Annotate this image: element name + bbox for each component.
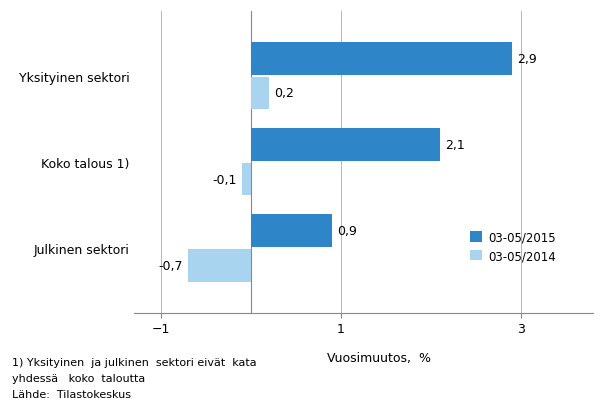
Text: yhdessä   koko  taloutta: yhdessä koko taloutta	[12, 373, 145, 383]
Text: -0,1: -0,1	[213, 173, 237, 186]
Bar	[242, 163, 251, 196]
Legend: 03-05/2015, 03-05/2014: 03-05/2015, 03-05/2014	[470, 231, 556, 263]
Bar	[251, 129, 440, 162]
Bar	[188, 249, 251, 282]
Bar	[251, 77, 269, 110]
Bar	[251, 43, 512, 76]
Text: -0,7: -0,7	[158, 259, 183, 272]
Text: Lähde:  Tilastokeskus: Lähde: Tilastokeskus	[12, 389, 131, 399]
Text: 2,1: 2,1	[445, 139, 465, 152]
Text: 0,2: 0,2	[274, 87, 295, 100]
Bar	[251, 215, 332, 247]
Text: 1) Yksityinen  ja julkinen  sektori eivät  kata: 1) Yksityinen ja julkinen sektori eivät …	[12, 357, 257, 367]
Text: Vuosimuutos,  %: Vuosimuutos, %	[327, 351, 431, 364]
Text: 0,9: 0,9	[337, 225, 357, 238]
Text: 2,9: 2,9	[517, 53, 537, 66]
